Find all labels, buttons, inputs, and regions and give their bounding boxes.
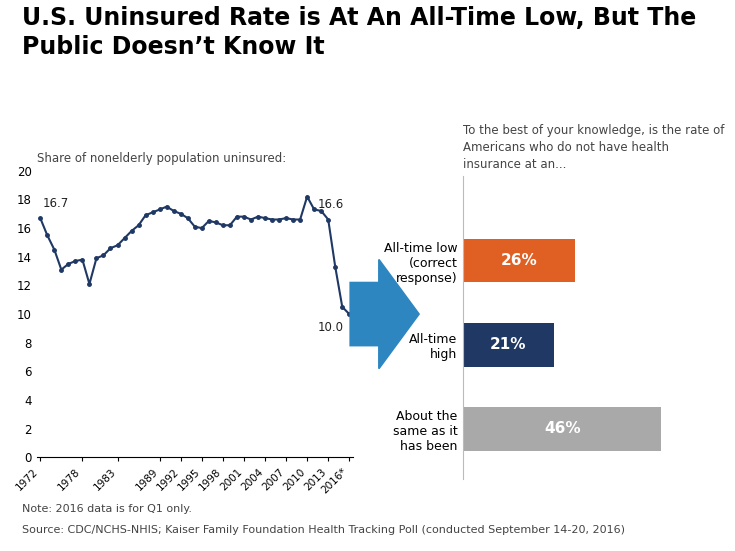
Text: 16.6: 16.6	[318, 198, 344, 211]
Text: KAISER: KAISER	[637, 513, 679, 523]
Text: 21%: 21%	[490, 337, 526, 352]
Text: 10.0: 10.0	[318, 321, 344, 334]
Text: FAMILY: FAMILY	[637, 524, 678, 534]
Text: To the best of your knowledge, is the rate of
Americans who do not have health
i: To the best of your knowledge, is the ra…	[463, 124, 725, 171]
Text: THE HENRY J.: THE HENRY J.	[637, 504, 678, 509]
Text: 46%: 46%	[544, 422, 581, 436]
Bar	[463, 407, 662, 451]
Bar	[463, 239, 575, 283]
Text: Source: CDC/NCHS-NHIS; Kaiser Family Foundation Health Tracking Poll (conducted : Source: CDC/NCHS-NHIS; Kaiser Family Fou…	[22, 525, 625, 534]
Text: 16.7: 16.7	[43, 197, 68, 209]
FancyArrow shape	[350, 260, 419, 369]
Text: U.S. Uninsured Rate is At An All-Time Low, But The
Public Doesn’t Know It: U.S. Uninsured Rate is At An All-Time Lo…	[22, 6, 696, 59]
Text: Note: 2016 data is for Q1 only.: Note: 2016 data is for Q1 only.	[22, 504, 192, 514]
Text: Share of nonelderly population uninsured:: Share of nonelderly population uninsured…	[37, 153, 286, 165]
Bar	[463, 323, 553, 366]
Text: FOUNDATION: FOUNDATION	[634, 537, 681, 542]
Text: 26%: 26%	[501, 253, 537, 268]
